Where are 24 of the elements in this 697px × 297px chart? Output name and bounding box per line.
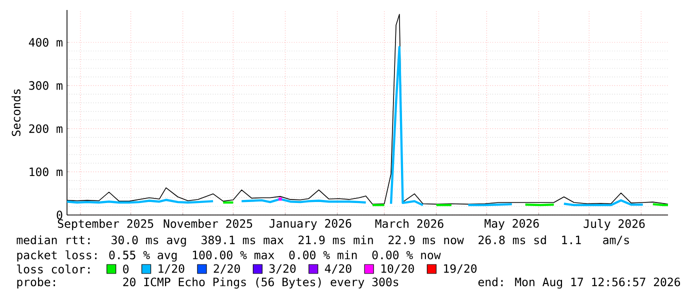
text: end: Mon Aug 17 12:56:57 2026 [478,277,680,289]
legend-label: 19/20 [444,264,477,274]
y-tick-label: 0 [56,210,62,220]
text: probe: 20 ICMP Echo Pings (56 Bytes) every 300s [17,277,398,289]
legend-label: 2/20 [214,264,240,274]
legend-label: 1/20 [158,264,184,274]
x-tick-label: November 2025 [164,219,252,228]
x-tick-label: September 2025 [58,219,154,230]
legend-label: 3/20 [269,264,296,274]
x-tick-label: January 2026 [269,219,352,230]
legend-label: 10/20 [381,264,414,274]
y-tick-label: 100 m [30,167,62,176]
x-tick-label: May 2026 [484,219,539,230]
text: median rtt: 30.0 ms avg 389.1 ms max 21.9 ms min 22.9 ms now 26.8 ms sd 1.1 am/s [16,235,629,247]
y-tick-label: 300 m [29,81,62,90]
legend-title: loss color: [17,264,90,274]
y-tick-label: 400 m [28,38,62,47]
legend-label: 4/20 [324,264,352,274]
x-tick-label: July 2026 [584,219,645,230]
legend-label: 0 [123,264,129,274]
text: packet loss: 0.55 % avg 100.00 % max 0.00 % min 0.00 % now [17,250,441,262]
y-tick-label: 200 m [29,124,62,134]
x-tick-label: March 2026 [375,219,444,228]
y-axis-title: Seconds [12,89,20,136]
